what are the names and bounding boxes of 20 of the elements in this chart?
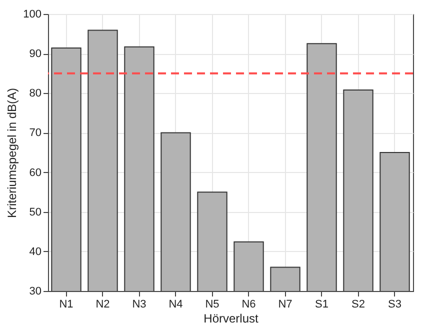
x-tick-label: N7 bbox=[278, 298, 292, 310]
x-tick-label: N2 bbox=[96, 298, 110, 310]
x-axis-title: Hörverlust bbox=[204, 312, 259, 326]
x-tick-label: S2 bbox=[352, 298, 365, 310]
x-tick-label: N6 bbox=[242, 298, 256, 310]
y-tick-label: 90 bbox=[29, 48, 42, 60]
y-tick-label: 60 bbox=[29, 166, 42, 179]
y-axis-title: Kriteriumspegel in dB(A) bbox=[5, 88, 20, 218]
x-tick-label: N4 bbox=[168, 298, 183, 310]
y-tick-label: 50 bbox=[29, 206, 42, 218]
y-tick-label: 80 bbox=[29, 88, 42, 100]
x-tick-label: N5 bbox=[205, 298, 220, 310]
x-tick-label: S3 bbox=[388, 298, 402, 310]
x-tick-label: N3 bbox=[132, 298, 146, 310]
y-tick-label: 30 bbox=[29, 286, 42, 298]
y-tick-label: 40 bbox=[29, 246, 42, 258]
x-tick-label: S1 bbox=[315, 298, 328, 310]
x-tick-label: N1 bbox=[59, 298, 74, 310]
y-tick-label: 100 bbox=[23, 8, 42, 20]
y-tick-label: 70 bbox=[29, 127, 42, 140]
